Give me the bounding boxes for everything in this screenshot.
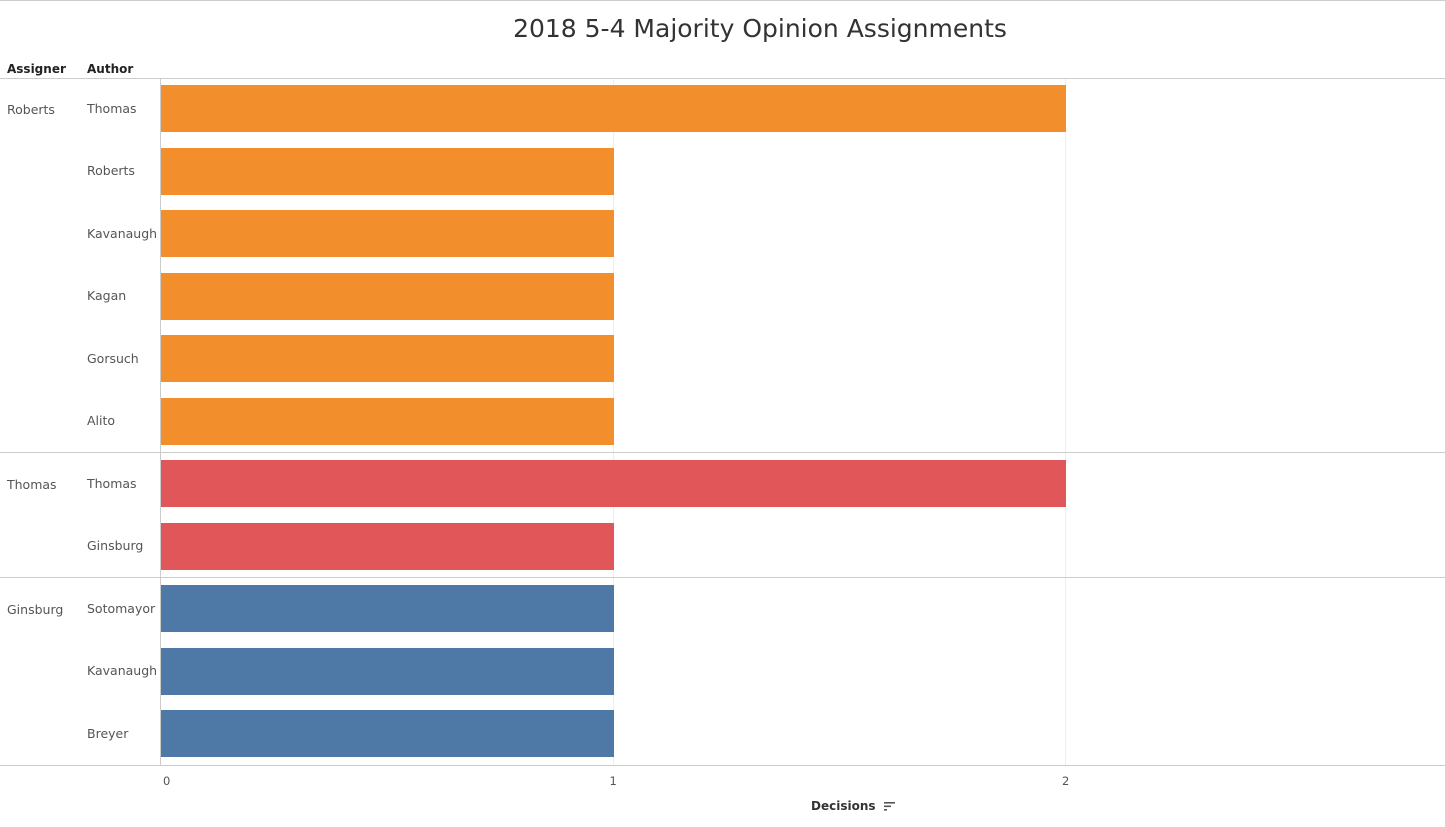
top-border <box>0 0 1445 1</box>
x-axis-label[interactable]: Decisions <box>811 799 896 813</box>
group-divider <box>0 577 1445 578</box>
bar[interactable] <box>161 585 614 633</box>
assigner-label: Thomas <box>7 477 57 492</box>
assigner-label: Ginsburg <box>7 602 64 617</box>
x-tick-label: 2 <box>1062 774 1070 788</box>
group-divider <box>0 764 1445 766</box>
bar[interactable] <box>161 335 614 383</box>
author-label: Kagan <box>87 288 127 304</box>
author-header[interactable]: Author <box>87 62 134 76</box>
header-divider <box>0 78 1445 79</box>
bar[interactable] <box>161 147 614 195</box>
author-label: Ginsburg <box>87 538 144 554</box>
author-label: Thomas <box>87 100 137 116</box>
x-tick-label: 1 <box>609 774 617 788</box>
gridline <box>1065 79 1066 765</box>
author-label: Alito <box>87 413 116 429</box>
chart-title: 2018 5-4 Majority Opinion Assignments <box>513 14 1007 43</box>
author-label: Gorsuch <box>87 350 139 366</box>
assigner-label: Roberts <box>7 102 55 117</box>
author-label: Kavanaugh <box>87 663 158 679</box>
author-label: Breyer <box>87 725 129 741</box>
bar[interactable] <box>161 460 1066 508</box>
axis-line <box>160 79 161 765</box>
bar[interactable] <box>161 522 614 570</box>
bar[interactable] <box>161 210 614 258</box>
bar[interactable] <box>161 272 614 320</box>
author-label: Thomas <box>87 475 137 491</box>
author-label: Roberts <box>87 163 135 179</box>
bar[interactable] <box>161 710 614 758</box>
bar[interactable] <box>161 647 614 695</box>
sort-descending-icon[interactable] <box>883 801 896 811</box>
author-label: Sotomayor <box>87 600 156 616</box>
group-divider <box>0 452 1445 453</box>
assigner-header[interactable]: Assigner <box>7 62 66 76</box>
x-axis-title: Decisions <box>811 799 876 813</box>
x-tick-label: 0 <box>163 774 171 788</box>
bar[interactable] <box>161 397 614 445</box>
author-label: Kavanaugh <box>87 225 158 241</box>
bar[interactable] <box>161 85 1066 133</box>
